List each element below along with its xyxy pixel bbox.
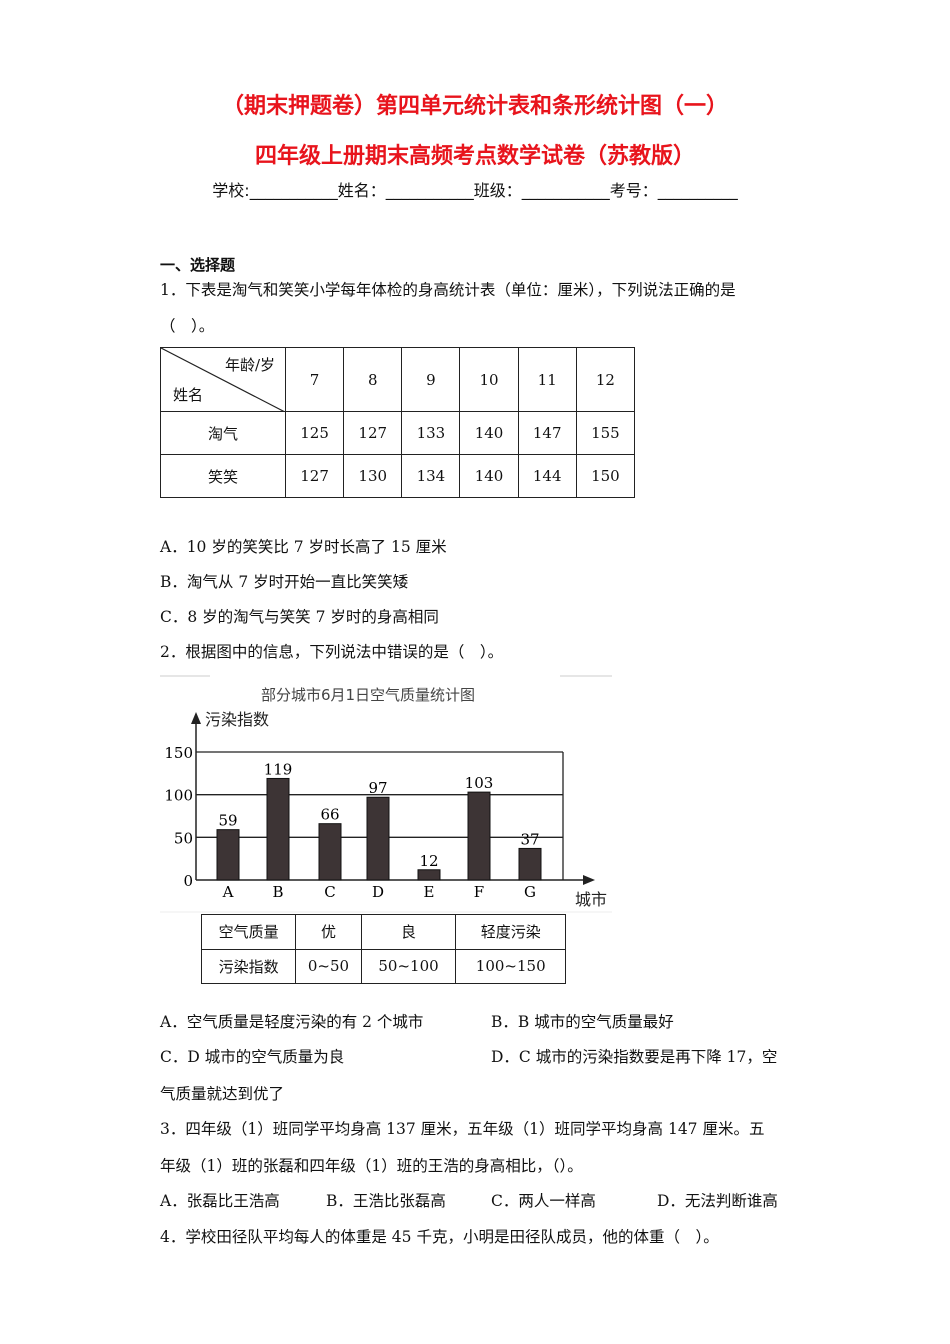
- cell: 50~100: [360, 948, 457, 984]
- data-label: 37: [520, 830, 539, 848]
- cell: 150: [575, 454, 636, 498]
- q1-text-cont: （ ）。: [160, 317, 215, 335]
- x-tick-label: F: [474, 883, 484, 901]
- air-quality-legend-table: 空气质量优良轻度污染 污染指数 0~50 50~100 100~150: [200, 914, 566, 984]
- cell: 优: [295, 914, 362, 950]
- title-line-1: （期末押题卷）第四单元统计表和条形统计图（一）: [221, 94, 728, 119]
- cell: 127: [343, 411, 403, 455]
- q1-option-a[interactable]: A．10 岁的笑笑比 7 岁时长高了 15 厘米: [160, 538, 447, 556]
- table-row: 笑笑 127 130 134 140 144 150: [160, 454, 636, 498]
- data-label: 119: [264, 760, 293, 778]
- table-row: 淘气 125 127 133 140 147 155: [160, 411, 636, 455]
- age-header: 12: [575, 347, 636, 412]
- height-table: 年龄/岁 姓名 7 8 9 10 11 12 淘气 125 127 133 14…: [160, 347, 636, 498]
- x-tick-label: B: [272, 883, 283, 901]
- q3-option-a[interactable]: A．张磊比王浩高: [160, 1192, 280, 1210]
- student-info-line: 学校:___________姓名：___________班级：_________…: [212, 181, 738, 200]
- cell: 空气质量: [200, 914, 297, 950]
- x-tick-label: E: [424, 883, 435, 901]
- y-tick-label: 0: [183, 872, 193, 890]
- bar: [318, 823, 342, 881]
- age-header: 11: [517, 347, 577, 412]
- x-tick-label: A: [222, 883, 234, 901]
- diagonal-line: [161, 348, 285, 412]
- y-axis-arrow: [191, 712, 201, 724]
- cell: 147: [517, 411, 577, 455]
- age-header: 10: [459, 347, 519, 412]
- bar: [518, 847, 542, 881]
- cell: 125: [284, 411, 345, 455]
- q1-option-b[interactable]: B．淘气从 7 岁时开始一直比笑笑矮: [160, 573, 409, 591]
- section-heading: 一、选择题: [160, 256, 236, 274]
- q3-text-cont: 年级（1）班的张磊和四年级（1）班的王浩的身高相比，（）。: [160, 1157, 583, 1175]
- row-name: 笑笑: [160, 454, 286, 498]
- bar: [467, 791, 491, 881]
- data-label: 66: [320, 806, 339, 824]
- cell: 污染指数: [200, 948, 297, 984]
- cell: 良: [360, 914, 457, 950]
- bar: [366, 796, 390, 881]
- q4-text: 4．学校田径队平均每人的体重是 45 千克，小明是田径队成员，他的体重（ ）。: [160, 1228, 719, 1246]
- q3-option-c[interactable]: C．两人一样高: [491, 1192, 596, 1210]
- y-tick-label: 150: [164, 744, 193, 762]
- cell: 133: [401, 411, 461, 455]
- q2-option-c[interactable]: C．D 城市的空气质量为良: [160, 1048, 345, 1066]
- y-tick-label: 100: [164, 787, 193, 805]
- data-label: 103: [465, 774, 494, 792]
- age-header: 8: [343, 347, 403, 412]
- corner-bottom-label: 姓名: [173, 386, 204, 404]
- row-name: 淘气: [160, 411, 286, 455]
- cell: 134: [401, 454, 461, 498]
- x-axis-arrow: [583, 875, 595, 885]
- q3-option-d[interactable]: D．无法判断谁高: [657, 1192, 778, 1210]
- title-line-2: 四年级上册期末高频考点数学试卷（苏教版）: [254, 144, 695, 169]
- q2-option-b[interactable]: B．B 城市的空气质量最好: [491, 1013, 674, 1031]
- cell: 130: [343, 454, 403, 498]
- q2-text: 2．根据图中的信息，下列说法中错误的是（ ）。: [160, 643, 504, 661]
- cell: 144: [517, 454, 577, 498]
- age-header: 9: [401, 347, 461, 412]
- corner-cell: 年龄/岁 姓名: [160, 347, 286, 412]
- bar: [417, 869, 441, 881]
- cell: 140: [459, 454, 519, 498]
- q1-text: 1．下表是淘气和笑笑小学每年体检的身高统计表（单位：厘米），下列说法正确的是: [160, 281, 736, 299]
- cell: 127: [284, 454, 345, 498]
- y-tick-label: 50: [174, 829, 193, 847]
- data-label: 59: [218, 812, 237, 830]
- q3-text: 3．四年级（1）班同学平均身高 137 厘米，五年级（1）班同学平均身高 147…: [160, 1120, 765, 1138]
- cell: 轻度污染: [455, 914, 566, 950]
- bar: [216, 829, 240, 881]
- q2-option-d[interactable]: D．C 城市的污染指数要是再下降 17，空: [491, 1048, 778, 1066]
- x-tick-label: D: [372, 883, 384, 901]
- q2-option-d-cont: 气质量就达到优了: [160, 1085, 285, 1103]
- q2-option-a[interactable]: A．空气质量是轻度污染的有 2 个城市: [160, 1013, 424, 1031]
- y-axis-label: 污染指数: [205, 710, 269, 729]
- cell: 155: [575, 411, 636, 455]
- chart-title: 部分城市6月1日空气质量统计图: [261, 686, 475, 704]
- cell: 100~150: [455, 948, 566, 984]
- cell: 140: [459, 411, 519, 455]
- x-tick-label: G: [524, 883, 536, 901]
- data-label: 12: [419, 852, 438, 870]
- bar: [266, 777, 290, 881]
- cell: 0~50: [295, 948, 362, 984]
- q3-option-b[interactable]: B．王浩比张磊高: [326, 1192, 446, 1210]
- x-axis-label: 城市: [575, 890, 607, 909]
- age-header: 7: [284, 347, 345, 412]
- corner-top-label: 年龄/岁: [224, 356, 275, 374]
- x-tick-label: C: [324, 883, 335, 901]
- q1-option-c[interactable]: C．8 岁的淘气与笑笑 7 岁时的身高相同: [160, 608, 439, 626]
- data-label: 97: [368, 779, 387, 797]
